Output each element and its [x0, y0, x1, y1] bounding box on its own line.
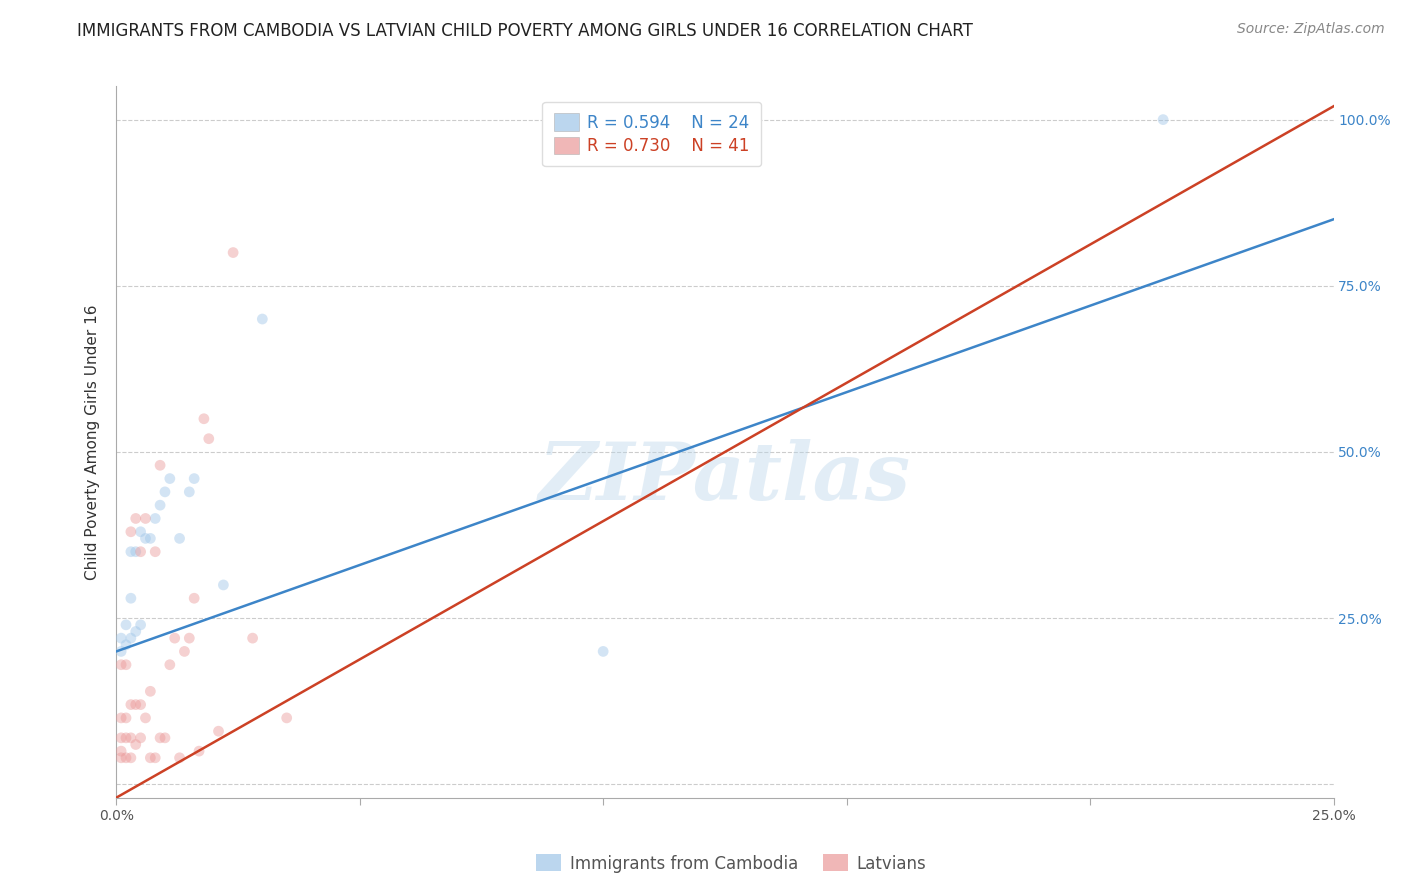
- Point: [159, 657, 181, 672]
- Point: [125, 698, 148, 712]
- Point: [110, 657, 132, 672]
- Point: [120, 545, 142, 559]
- Point: [115, 711, 138, 725]
- Point: [120, 698, 142, 712]
- Point: [120, 591, 142, 606]
- Point: [115, 638, 138, 652]
- Point: [134, 532, 156, 546]
- Point: [139, 532, 162, 546]
- Point: [134, 711, 156, 725]
- Point: [193, 411, 215, 425]
- Point: [169, 751, 191, 765]
- Point: [179, 484, 201, 499]
- Point: [149, 731, 172, 745]
- Text: Source: ZipAtlas.com: Source: ZipAtlas.com: [1237, 22, 1385, 37]
- Point: [125, 511, 148, 525]
- Point: [125, 545, 148, 559]
- Point: [197, 432, 219, 446]
- Point: [120, 751, 142, 765]
- Point: [143, 545, 166, 559]
- Point: [110, 744, 132, 758]
- Point: [173, 644, 195, 658]
- Point: [129, 617, 152, 632]
- Point: [110, 644, 132, 658]
- Point: [159, 472, 181, 486]
- Point: [242, 631, 264, 645]
- Point: [134, 511, 156, 525]
- Legend: Immigrants from Cambodia, Latvians: Immigrants from Cambodia, Latvians: [530, 847, 932, 880]
- Legend: R = 0.594    N = 24, R = 0.730    N = 41: R = 0.594 N = 24, R = 0.730 N = 41: [543, 102, 762, 167]
- Point: [129, 524, 152, 539]
- Point: [120, 631, 142, 645]
- Point: [110, 711, 132, 725]
- Point: [110, 631, 132, 645]
- Point: [129, 698, 152, 712]
- Point: [169, 532, 191, 546]
- Point: [139, 684, 162, 698]
- Point: [115, 657, 138, 672]
- Point: [125, 738, 148, 752]
- Point: [212, 578, 235, 592]
- Point: [153, 731, 176, 745]
- Point: [207, 724, 229, 739]
- Point: [143, 511, 166, 525]
- Point: [110, 731, 132, 745]
- Point: [183, 472, 205, 486]
- Point: [110, 751, 132, 765]
- Point: [143, 751, 166, 765]
- Point: [139, 751, 162, 765]
- Point: [252, 312, 274, 326]
- Point: [163, 631, 186, 645]
- Point: [179, 631, 201, 645]
- Point: [188, 744, 211, 758]
- Y-axis label: Child Poverty Among Girls Under 16: Child Poverty Among Girls Under 16: [86, 304, 100, 580]
- Point: [120, 524, 142, 539]
- Point: [222, 245, 245, 260]
- Point: [125, 624, 148, 639]
- Point: [149, 458, 172, 473]
- Point: [592, 644, 614, 658]
- Point: [276, 711, 298, 725]
- Point: [129, 731, 152, 745]
- Point: [183, 591, 205, 606]
- Point: [115, 751, 138, 765]
- Point: [129, 545, 152, 559]
- Point: [120, 731, 142, 745]
- Text: ZIPatlas: ZIPatlas: [538, 439, 911, 516]
- Point: [115, 617, 138, 632]
- Point: [149, 498, 172, 512]
- Point: [115, 731, 138, 745]
- Point: [153, 484, 176, 499]
- Point: [1152, 112, 1174, 127]
- Text: IMMIGRANTS FROM CAMBODIA VS LATVIAN CHILD POVERTY AMONG GIRLS UNDER 16 CORRELATI: IMMIGRANTS FROM CAMBODIA VS LATVIAN CHIL…: [77, 22, 973, 40]
